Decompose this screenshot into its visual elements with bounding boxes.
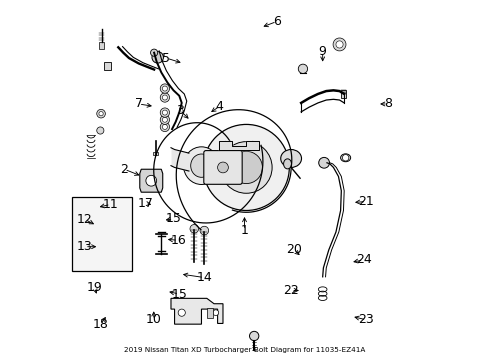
Polygon shape <box>140 169 163 192</box>
Circle shape <box>160 84 169 93</box>
FancyBboxPatch shape <box>203 150 242 184</box>
Text: 24: 24 <box>355 253 371 266</box>
Polygon shape <box>219 140 258 149</box>
Circle shape <box>162 86 167 91</box>
Text: 14: 14 <box>196 271 212 284</box>
Text: 11: 11 <box>102 198 119 211</box>
Circle shape <box>150 49 158 56</box>
Text: 2: 2 <box>120 163 128 176</box>
Circle shape <box>162 125 167 130</box>
Text: 12: 12 <box>77 213 93 226</box>
Circle shape <box>160 122 169 132</box>
Text: 20: 20 <box>285 243 301 256</box>
Text: 13: 13 <box>77 240 93 253</box>
Text: 16: 16 <box>170 234 185 247</box>
Circle shape <box>200 226 208 235</box>
Text: 15: 15 <box>171 288 187 301</box>
Circle shape <box>217 162 228 173</box>
Circle shape <box>335 41 343 48</box>
Ellipse shape <box>283 159 291 169</box>
Text: 4: 4 <box>215 100 223 113</box>
Circle shape <box>230 151 262 184</box>
Circle shape <box>162 95 167 100</box>
Text: 10: 10 <box>145 313 162 327</box>
Bar <box>206 308 213 318</box>
Circle shape <box>97 109 105 118</box>
Text: 9: 9 <box>318 45 326 58</box>
Polygon shape <box>104 62 111 69</box>
Circle shape <box>318 157 329 168</box>
Text: 5: 5 <box>162 51 170 64</box>
Bar <box>340 90 346 98</box>
Ellipse shape <box>183 147 219 184</box>
Circle shape <box>342 154 348 161</box>
Text: 22: 22 <box>283 284 298 297</box>
Bar <box>153 152 158 155</box>
Ellipse shape <box>280 149 301 167</box>
Circle shape <box>152 51 163 63</box>
Circle shape <box>97 127 104 134</box>
Circle shape <box>220 141 271 193</box>
Ellipse shape <box>340 154 350 162</box>
Circle shape <box>298 64 307 73</box>
Circle shape <box>249 331 258 341</box>
Circle shape <box>332 38 346 51</box>
Circle shape <box>160 115 169 125</box>
Circle shape <box>178 309 185 316</box>
Text: 3: 3 <box>176 104 183 117</box>
Bar <box>99 41 104 49</box>
Circle shape <box>160 93 169 102</box>
Text: 7: 7 <box>134 98 142 111</box>
Text: 8: 8 <box>383 98 391 111</box>
Circle shape <box>212 310 218 316</box>
Text: 6: 6 <box>272 15 280 28</box>
Text: 23: 23 <box>358 313 373 327</box>
Text: 18: 18 <box>92 318 108 331</box>
Text: 21: 21 <box>358 195 373 208</box>
Text: 15: 15 <box>165 212 181 225</box>
Polygon shape <box>171 298 223 324</box>
Text: 17: 17 <box>137 197 153 210</box>
Circle shape <box>222 141 228 147</box>
Circle shape <box>160 108 169 117</box>
Ellipse shape <box>190 154 212 177</box>
Circle shape <box>99 112 103 116</box>
Text: 19: 19 <box>86 281 102 294</box>
Circle shape <box>162 110 167 115</box>
Circle shape <box>190 225 198 233</box>
Bar <box>72 197 132 271</box>
Circle shape <box>162 117 167 122</box>
Text: 1: 1 <box>240 224 248 237</box>
Circle shape <box>203 125 289 211</box>
Text: 2019 Nissan Titan XD Turbocharger Bolt Diagram for 11035-EZ41A: 2019 Nissan Titan XD Turbocharger Bolt D… <box>123 347 365 353</box>
Circle shape <box>145 175 156 186</box>
Circle shape <box>249 141 255 147</box>
